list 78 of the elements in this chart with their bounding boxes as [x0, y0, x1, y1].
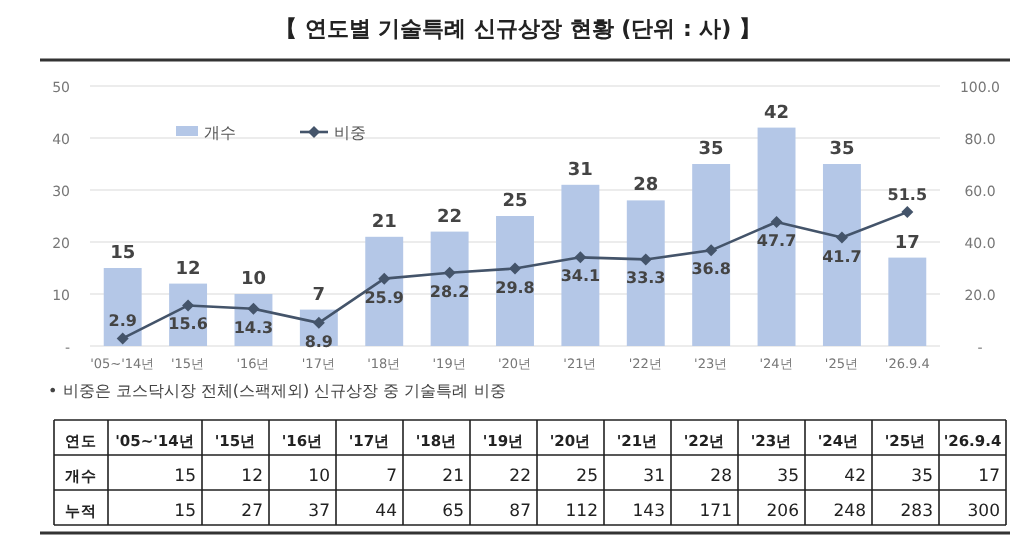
data-label: 51.5: [887, 186, 928, 205]
data-label: 15.6: [168, 315, 209, 334]
point: [770, 215, 783, 228]
data-label: 2.9: [108, 312, 138, 331]
point: [705, 244, 718, 257]
data-label: 22: [509, 466, 531, 487]
legend-label: 개수: [204, 124, 236, 142]
data-label: 35: [698, 140, 724, 160]
point: [378, 272, 391, 285]
data-label: 15: [110, 244, 136, 264]
data-label: 15: [174, 501, 196, 522]
data-label: 8.9: [304, 332, 334, 351]
bar: [888, 257, 927, 346]
data-label: 25.9: [364, 288, 405, 307]
data-label: 7: [386, 466, 397, 487]
point: [443, 266, 456, 279]
point: [901, 206, 914, 219]
data-label: 143: [632, 501, 665, 522]
data-label: 27: [241, 501, 263, 522]
data-label: 36.8: [691, 260, 732, 279]
data-label: 112: [565, 501, 598, 522]
data-label: 31: [643, 466, 665, 487]
data-label: 283: [900, 501, 933, 522]
point: [639, 253, 652, 266]
data-label: 44: [375, 501, 397, 522]
data-label: 25: [576, 466, 598, 487]
data-label: 10: [308, 466, 330, 487]
data-label: 21: [442, 466, 464, 487]
data-label: 28: [633, 176, 659, 197]
data-label: 33.3: [626, 269, 666, 288]
point: [247, 302, 260, 315]
chart-title: 【 연도별 기술특례 신규상장 현황 (단위 : 사) 】: [274, 16, 762, 42]
bar: [430, 231, 469, 346]
data-label: 65: [442, 501, 464, 522]
data-label: 42: [764, 103, 790, 124]
point: [182, 299, 195, 312]
data-label: 10: [240, 270, 266, 290]
data-label: 35: [911, 466, 933, 487]
data-label: 21: [371, 212, 397, 233]
data-label: 31: [567, 160, 593, 181]
data-label: 25: [502, 192, 528, 212]
data-label: 22: [437, 207, 463, 228]
data-label: 87: [509, 501, 531, 522]
bar: [692, 164, 731, 346]
data-label: 37: [308, 501, 330, 522]
data-label: 17: [978, 466, 1000, 487]
data-label: 206: [766, 501, 799, 522]
data-label: 35: [777, 466, 799, 487]
data-label: 47.7: [756, 231, 797, 250]
point: [509, 262, 521, 275]
data-label: 29.8: [495, 278, 536, 297]
data-label: 14.3: [233, 318, 274, 337]
data-label: 17: [894, 233, 920, 254]
bar: [626, 200, 665, 346]
text: • 비중은 코스닥시장 전체(스팩제외) 신규상장 중 기술특례 비중: [48, 382, 506, 400]
data-label: 248: [833, 501, 866, 522]
data-label: 15: [174, 466, 196, 487]
bar: [757, 127, 796, 346]
data-label: 28: [710, 466, 732, 487]
data-label: 12: [241, 466, 263, 487]
data-label: 35: [829, 140, 855, 160]
data-label: 28.2: [429, 282, 470, 301]
bar: [822, 164, 861, 346]
bar: [103, 268, 142, 346]
bar: [496, 216, 534, 346]
legend-label: 비중: [334, 124, 366, 142]
data-label: 34.1: [560, 267, 601, 286]
data-label: 300: [967, 501, 1000, 522]
data-label: 171: [699, 501, 732, 522]
data-label: 41.7: [822, 247, 862, 266]
data-label: 12: [175, 259, 201, 280]
bar: [561, 184, 600, 346]
data-label: 42: [844, 466, 866, 487]
data-label: 7: [312, 285, 326, 306]
bar: [365, 236, 404, 346]
point: [835, 231, 848, 244]
point: [574, 251, 587, 264]
point: [116, 332, 129, 345]
